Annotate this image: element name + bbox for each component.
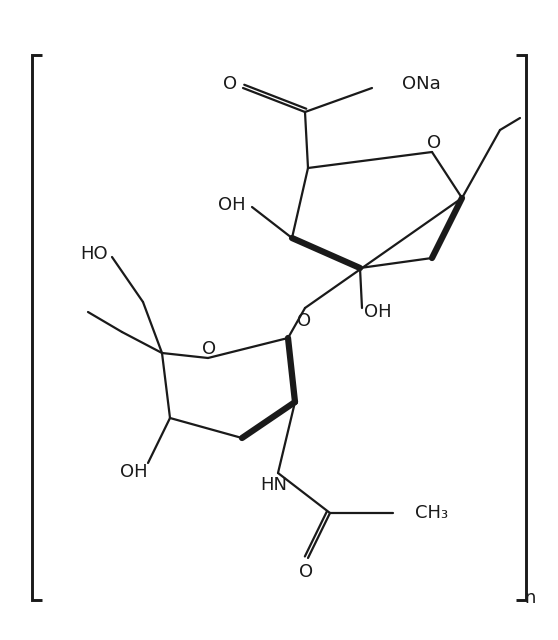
Text: n: n [525,589,536,607]
Text: OH: OH [364,303,392,321]
Text: OH: OH [218,196,246,214]
Text: CH₃: CH₃ [415,504,448,522]
Text: O: O [202,340,216,358]
Text: O: O [299,563,313,581]
Text: O: O [297,312,311,330]
Text: O: O [427,134,441,152]
Text: HO: HO [80,245,108,263]
Text: OH: OH [120,463,148,481]
Text: ONa: ONa [402,75,441,93]
Text: HN: HN [261,476,287,494]
Text: O: O [223,75,237,93]
